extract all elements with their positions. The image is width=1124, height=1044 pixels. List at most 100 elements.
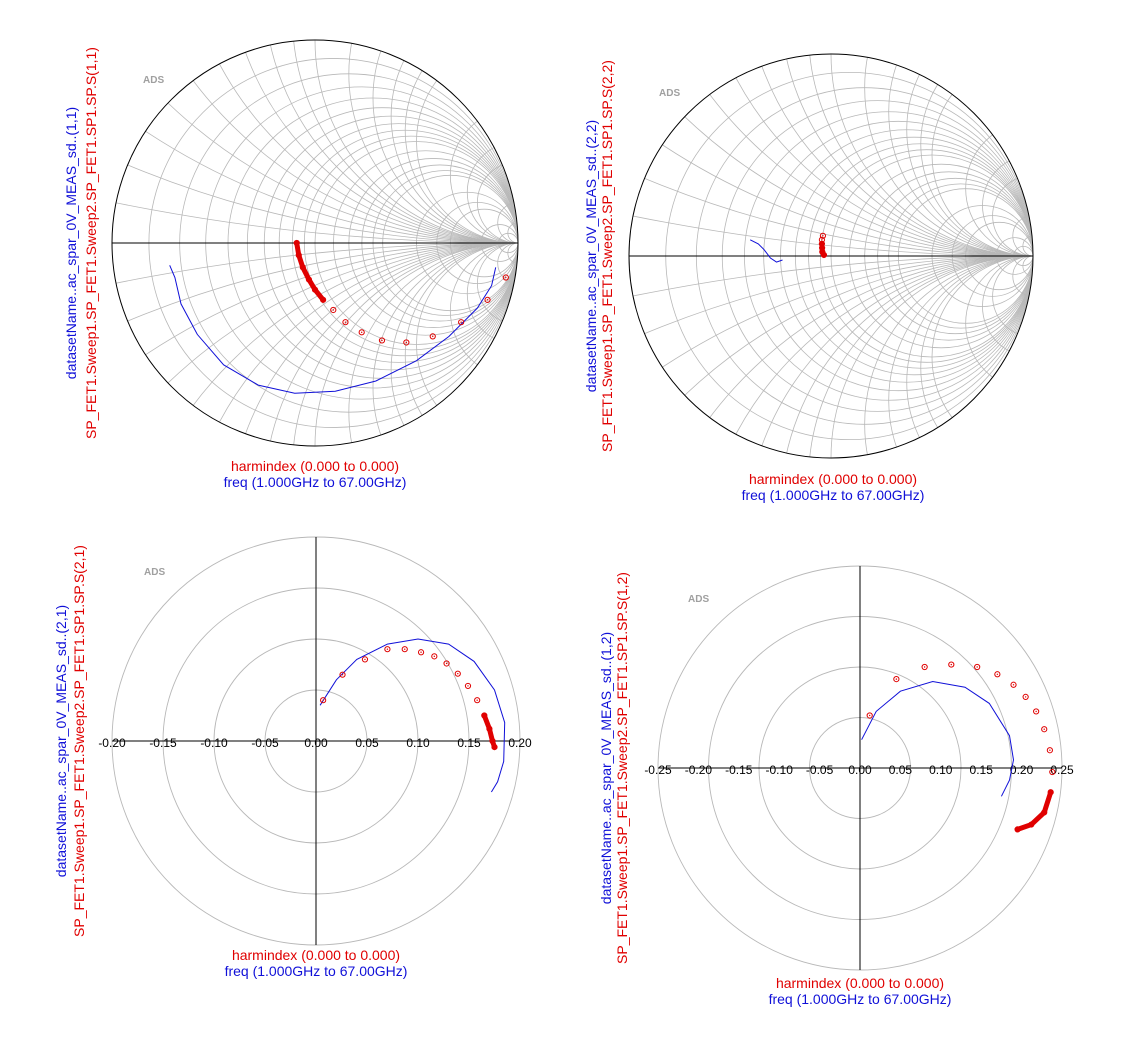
- x-tick-label: 0.15: [970, 763, 994, 777]
- reactance-arc: [864, 54, 1033, 257]
- reactance-arc: [920, 54, 1033, 257]
- reactance-arc: [1022, 255, 1033, 277]
- marker-dot: [322, 699, 324, 701]
- marker-ring: [948, 661, 955, 668]
- reactance-arc: [982, 255, 1033, 358]
- marker-ring: [974, 663, 981, 671]
- reactance-arc: [390, 242, 518, 446]
- reactance-arc: [112, 242, 518, 446]
- marker-dot: [467, 685, 469, 687]
- marker-dot: [432, 335, 434, 338]
- x-tick-label: -0.20: [685, 763, 713, 777]
- reactance-arc: [920, 255, 1033, 458]
- marker-ring: [1022, 693, 1029, 700]
- marker-ring: [330, 306, 337, 314]
- marker-ring: [443, 660, 450, 667]
- marker-ring: [502, 274, 509, 281]
- reactance-arc: [1022, 235, 1033, 257]
- reactance-arc: [744, 255, 1033, 458]
- reactance-arc: [292, 40, 518, 244]
- series-marker: [458, 319, 465, 326]
- x-tick-label: 0.25: [1050, 763, 1074, 777]
- marker-ring: [361, 656, 369, 663]
- reactance-arc: [629, 255, 1033, 458]
- ylabel-simulated: SP_FET1.Sweep1.SP_FET1.Sweep2.SP_FET1.SP…: [614, 572, 630, 964]
- reactance-arc: [112, 40, 518, 244]
- reactance-arc: [931, 54, 1033, 257]
- reactance-arc: [466, 242, 518, 345]
- marker-dot: [457, 672, 459, 675]
- reactance-arc: [314, 40, 518, 244]
- x-tick-label: -0.10: [766, 763, 794, 777]
- x-tick-label: -0.10: [200, 736, 228, 750]
- marker-dot: [405, 341, 408, 344]
- ylabel-simulated: SP_FET1.Sweep1.SP_FET1.Sweep2.SP_FET1.SP…: [599, 60, 615, 452]
- x-tick-label: -0.15: [149, 736, 177, 750]
- marker-ring: [431, 653, 438, 660]
- reactance-arc: [965, 255, 1033, 392]
- marker-ring: [994, 671, 1001, 678]
- marker-dot: [950, 663, 953, 666]
- marker-dot: [344, 321, 347, 323]
- chart-s21: -0.20 -0.15 -0.10 -0.05 0.00 0.05 0.10 0.15 0.20…: [53, 536, 532, 979]
- reactance-arc: [466, 141, 518, 244]
- series-marker: [443, 660, 450, 667]
- reactance-arc: [888, 54, 1033, 257]
- reactance-arc: [888, 255, 1033, 458]
- marker-ring: [378, 337, 386, 344]
- series-marker: [361, 656, 369, 663]
- x-tick-label: 0.10: [929, 763, 953, 777]
- series-marker: [819, 232, 827, 239]
- reactance-arc: [112, 242, 518, 446]
- series-marker: [342, 319, 349, 326]
- x-tick-label: 0.05: [355, 736, 379, 750]
- marker-ring: [384, 646, 391, 653]
- reactance-arc: [314, 242, 518, 446]
- marker-dot: [996, 673, 999, 675]
- series-marker: [401, 646, 408, 653]
- marker-ring: [464, 682, 472, 690]
- series-marker: [921, 663, 928, 671]
- series-marker: [464, 682, 472, 690]
- series-line-measured: [319, 638, 506, 793]
- marker-dot: [923, 666, 926, 668]
- series-marker: [403, 339, 410, 346]
- marker-ring: [429, 333, 436, 340]
- reactance-arc: [497, 242, 518, 284]
- marker-ring: [474, 697, 481, 704]
- marker-ring: [1041, 726, 1048, 733]
- reactance-arc: [780, 54, 1033, 257]
- reactance-arc: [449, 107, 518, 244]
- marker-dot: [364, 658, 366, 661]
- series-marker: [454, 670, 461, 677]
- reactance-arc: [507, 242, 518, 264]
- marker-ring: [342, 319, 349, 326]
- marker-dot: [505, 276, 507, 279]
- caption-freq: freq (1.000GHz to 67.00GHz): [225, 963, 408, 979]
- marker-dot: [476, 699, 478, 701]
- ylabel-simulated: SP_FET1.Sweep1.SP_FET1.Sweep2.SP_FET1.SP…: [83, 47, 99, 439]
- marker-ring: [484, 296, 491, 303]
- marker-dot: [821, 239, 823, 241]
- marker-dot: [386, 648, 389, 650]
- marker-ring: [1033, 708, 1040, 715]
- reactance-arc: [372, 242, 518, 446]
- marker-dot: [420, 651, 422, 653]
- reactance-arc: [263, 40, 518, 244]
- marker-ring: [403, 339, 410, 346]
- ylabel-measured: datasetName..ac_spar_0V_MEAS_sd..(2,1): [53, 605, 69, 877]
- marker-ring: [866, 712, 873, 719]
- reactance-arc: [416, 40, 518, 244]
- reactance-arc: [864, 255, 1033, 458]
- marker-dot: [868, 714, 871, 717]
- marker-dot: [381, 339, 383, 342]
- reactance-arc: [404, 242, 518, 446]
- x-tick-label: -0.05: [806, 763, 834, 777]
- series-dense-cluster: [1015, 789, 1054, 832]
- reactance-arc: [830, 54, 1033, 257]
- reactance-arc: [507, 222, 518, 244]
- series-marker: [1046, 747, 1053, 754]
- reactance-arc: [449, 242, 518, 379]
